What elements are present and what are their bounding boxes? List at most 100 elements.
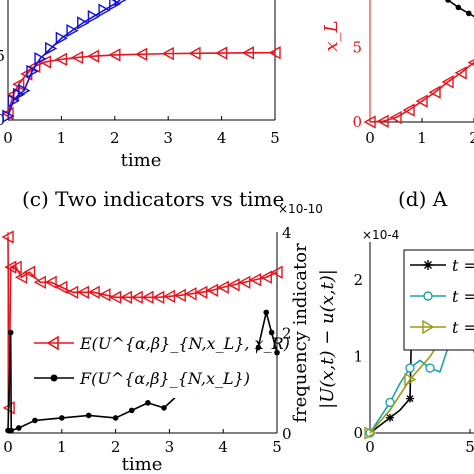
right-y-tick-label: 0 (282, 425, 292, 443)
x-tick-label: 0 (3, 129, 13, 147)
data-point-0-14 (241, 46, 254, 60)
data-point-1-2 (466, 10, 472, 17)
data-point-1-3 (15, 425, 22, 431)
data-point-0-2 (386, 413, 394, 422)
data-point-1-4 (32, 417, 38, 424)
data-point-0-0 (1, 230, 14, 244)
y-tick-label: 2 (353, 271, 363, 289)
data-point-1-18 (263, 309, 270, 316)
data-point-1-6 (45, 41, 58, 56)
legend-marker-error (46, 335, 59, 351)
data-point-0-24 (227, 278, 240, 292)
panel-top-right: 012 05 x_L (321, 0, 474, 147)
legend: E(U^{α,β}_{N,x_L}, x_R) F(U^{α,β}_{N,x_L… (18, 322, 290, 398)
right-y-tick-label: 2 (282, 325, 292, 343)
data-point-1-9 (145, 400, 151, 406)
x-tick-label: 1 (57, 438, 67, 456)
data-point-1-3 (18, 83, 31, 98)
data-point-0-19 (173, 288, 186, 302)
x-tick-label: 4 (217, 129, 227, 147)
data-point-0-23 (216, 280, 229, 294)
data-point-1-13 (114, 0, 127, 7)
panel-d: (d) A ×10-4 05 012 |U(x,t) − u(x,t)| t =… (317, 187, 474, 456)
panel-top-left: 0 1 2 3 4 5 0 5 time (0, 0, 281, 171)
data-point-1-19 (268, 329, 275, 336)
data-point-1-1 (7, 329, 14, 336)
data-point-0-7 (454, 66, 467, 80)
data-point-1-8 (128, 407, 135, 414)
legend: t = t = t = (403, 249, 474, 351)
data-point-0-22 (205, 283, 219, 297)
x-tick-label: 3 (165, 438, 175, 456)
x-tick-marks (7, 116, 276, 120)
data-point-1-5 (34, 52, 47, 66)
panel-d-title: (d) A (398, 187, 448, 211)
series-group (363, 0, 474, 129)
data-point-1-5 (59, 415, 65, 421)
axes-frame (369, 242, 474, 434)
data-point-0-11 (161, 46, 174, 61)
x-axis-label: time (122, 454, 163, 474)
data-point-0-6 (54, 52, 68, 67)
legend-label-1: t = (452, 287, 474, 306)
data-point-1-4 (26, 64, 39, 79)
y-axis-label: |U(x,t) − u(x,t)| (317, 269, 338, 409)
data-point-0-17 (152, 290, 165, 305)
y-tick-label: 5 (0, 47, 5, 65)
legend-label-2: t = (452, 318, 474, 337)
data-point-1-6 (425, 363, 435, 373)
series-group (1, 0, 281, 123)
axes-frame (7, 0, 276, 121)
legend-label-error: E(U^{α,β}_{N,x_L}, x_R) (79, 334, 290, 353)
data-point-0-2 (389, 110, 402, 125)
x-tick-label: 3 (163, 129, 173, 147)
data-point-0-8 (55, 280, 68, 294)
data-point-1-10 (161, 405, 167, 411)
legend-marker-1 (423, 291, 433, 301)
data-point-0-3 (9, 260, 22, 274)
data-point-0-18 (162, 289, 176, 304)
y-tick-label: 0 (353, 424, 363, 442)
x-tick-label: 2 (111, 438, 121, 456)
x-tick-label: 1 (417, 129, 427, 147)
data-point-1-2 (8, 427, 15, 434)
data-point-2-0 (364, 426, 377, 440)
data-point-0-7 (70, 50, 84, 65)
data-point-1-20 (274, 349, 280, 356)
data-point-1-2 (385, 397, 395, 408)
data-point-0-26 (249, 273, 262, 287)
x-tick-marks (7, 429, 278, 433)
data-point-0-4 (14, 270, 28, 284)
x-tick-label: 5 (272, 438, 282, 456)
data-point-1-7 (112, 415, 119, 421)
y-tick-label: 0 (352, 113, 362, 131)
data-point-0-13 (215, 46, 228, 60)
data-point-0-5 (428, 85, 441, 99)
x-tick-label: 2 (469, 129, 474, 147)
data-point-1-10 (87, 9, 100, 24)
data-point-0-25 (238, 275, 251, 289)
y-tick-label: 5 (352, 39, 362, 57)
data-point-1-17 (255, 344, 261, 351)
legend-marker-frequency (50, 374, 58, 382)
data-point-0-3 (402, 103, 415, 117)
x-tick-labels: 0 1 2 3 4 5 (3, 129, 280, 147)
data-point-0-8 (86, 49, 100, 63)
right-y-tick-labels: 0 2 4 (282, 224, 292, 443)
data-point-0-0 (1, 106, 14, 121)
series-line-1 (369, 321, 474, 434)
data-point-0-7 (44, 275, 57, 289)
data-point-1-7 (55, 31, 68, 45)
y-tick-label: 1 (353, 348, 363, 366)
right-axis-exponent: ×10-10 (278, 202, 323, 216)
data-point-1-0 (2, 109, 15, 123)
panel-c-title: (c) Two indicators vs time (22, 187, 284, 211)
x-tick-label: 4 (218, 438, 228, 456)
series-line-0 (369, 61, 474, 123)
data-point-0-20 (184, 287, 197, 301)
data-point-1-1 (455, 4, 462, 11)
data-point-1-0 (445, 0, 451, 3)
y-tick-labels: 05 (352, 39, 362, 131)
panel-c: (c) Two indicators vs time ×10-10 0 1 2 3 4 5… (1, 187, 323, 474)
